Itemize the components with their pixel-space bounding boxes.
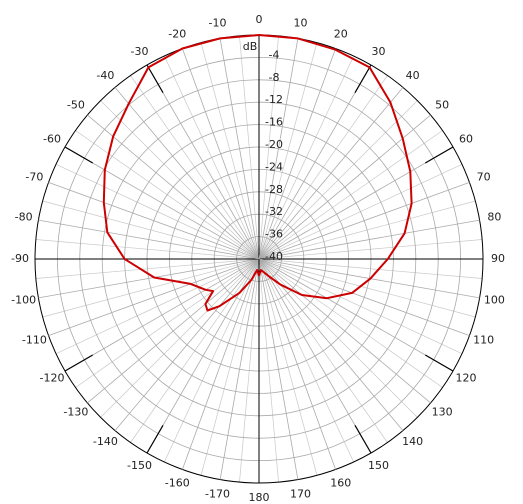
theta-tick-label: 70 bbox=[477, 170, 491, 183]
theta-tick-label: 0 bbox=[256, 13, 263, 26]
spoke bbox=[87, 114, 260, 260]
theta-tick-label: 90 bbox=[491, 252, 505, 265]
theta-tick-label: 10 bbox=[294, 17, 308, 30]
r-tick-label: -20 bbox=[265, 138, 283, 151]
pattern-line bbox=[102, 34, 413, 312]
spoke bbox=[258, 258, 336, 470]
theta-tick-label: -170 bbox=[205, 487, 230, 500]
major-tick bbox=[146, 64, 164, 94]
theta-tick-label: -30 bbox=[131, 45, 149, 58]
theta-tick-label: -10 bbox=[209, 17, 227, 30]
spoke bbox=[182, 48, 260, 260]
theta-tick-label: -50 bbox=[67, 98, 85, 111]
theta-tick-label: -80 bbox=[15, 210, 33, 223]
theta-tick-label: 40 bbox=[406, 69, 420, 82]
theta-tick-label: -70 bbox=[25, 170, 43, 183]
r-tick-label: -28 bbox=[265, 183, 283, 196]
theta-tick-label: -110 bbox=[22, 334, 47, 347]
r-tick-label: -36 bbox=[265, 228, 283, 241]
spoke bbox=[48, 258, 260, 336]
theta-tick-label: 130 bbox=[432, 406, 453, 419]
spoke bbox=[48, 182, 260, 260]
spoke bbox=[182, 258, 260, 470]
r-tick-label: -24 bbox=[265, 160, 283, 173]
spoke bbox=[258, 87, 404, 260]
r-unit: dB bbox=[243, 40, 258, 53]
spoke bbox=[64, 146, 260, 260]
theta-tick-label: 140 bbox=[402, 435, 423, 448]
theta-tick-label: 80 bbox=[487, 210, 501, 223]
major-tick bbox=[354, 424, 372, 454]
major-tick bbox=[64, 146, 94, 164]
theta-tick-label: 180 bbox=[249, 491, 270, 504]
r-tick-label: -12 bbox=[265, 93, 283, 106]
major-tick bbox=[424, 354, 454, 372]
spoke bbox=[258, 146, 454, 260]
theta-tick-label: -130 bbox=[63, 406, 88, 419]
theta-tick-label: -100 bbox=[11, 294, 36, 307]
spoke bbox=[219, 38, 260, 260]
theta-tick-label: 120 bbox=[455, 372, 476, 385]
theta-tick-label: 100 bbox=[484, 294, 505, 307]
r-tick-label: -32 bbox=[265, 205, 283, 218]
spoke bbox=[258, 219, 480, 260]
spoke bbox=[258, 258, 431, 404]
spoke bbox=[146, 64, 260, 260]
spoke bbox=[258, 258, 470, 336]
spoke bbox=[258, 258, 404, 431]
theta-tick-label: 30 bbox=[372, 45, 386, 58]
spoke bbox=[219, 258, 260, 480]
spoke bbox=[258, 64, 372, 260]
spoke bbox=[38, 258, 260, 299]
theta-tick-label: 150 bbox=[368, 459, 389, 472]
spoke bbox=[258, 38, 299, 260]
theta-tick-label: -40 bbox=[96, 69, 114, 82]
spoke bbox=[258, 258, 299, 480]
spoke bbox=[258, 258, 454, 372]
theta-tick-label: -60 bbox=[43, 133, 61, 146]
r-tick-label: -4 bbox=[269, 48, 280, 61]
theta-tick-label: -150 bbox=[127, 459, 152, 472]
major-tick bbox=[146, 424, 164, 454]
theta-tick-label: 170 bbox=[290, 487, 311, 500]
spoke bbox=[114, 258, 260, 431]
spoke bbox=[64, 258, 260, 372]
spoke bbox=[258, 258, 372, 454]
theta-tick-label: -20 bbox=[168, 27, 186, 40]
spoke bbox=[87, 258, 260, 404]
theta-tick-label: -90 bbox=[11, 252, 29, 265]
spoke bbox=[258, 182, 470, 260]
theta-tick-label: 50 bbox=[435, 98, 449, 111]
theta-tick-label: 160 bbox=[330, 477, 351, 490]
major-tick bbox=[354, 64, 372, 94]
theta-tick-label: -140 bbox=[93, 435, 118, 448]
r-tick-label: -8 bbox=[269, 71, 280, 84]
theta-tick-label: 20 bbox=[334, 27, 348, 40]
spoke bbox=[258, 48, 336, 260]
theta-tick-label: 60 bbox=[459, 133, 473, 146]
spoke bbox=[38, 219, 260, 260]
theta-tick-label: -160 bbox=[165, 477, 190, 490]
r-tick-label: -16 bbox=[265, 116, 283, 129]
spoke bbox=[114, 87, 260, 260]
theta-tick-label: -120 bbox=[40, 372, 65, 385]
r-tick-label: -40 bbox=[265, 250, 283, 263]
theta-tick-label: 110 bbox=[473, 334, 494, 347]
major-tick bbox=[64, 354, 94, 372]
major-tick bbox=[424, 146, 454, 164]
